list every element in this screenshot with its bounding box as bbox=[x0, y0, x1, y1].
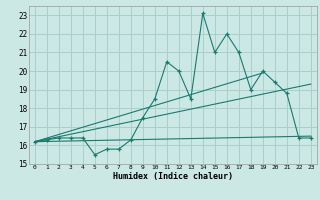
X-axis label: Humidex (Indice chaleur): Humidex (Indice chaleur) bbox=[113, 172, 233, 181]
